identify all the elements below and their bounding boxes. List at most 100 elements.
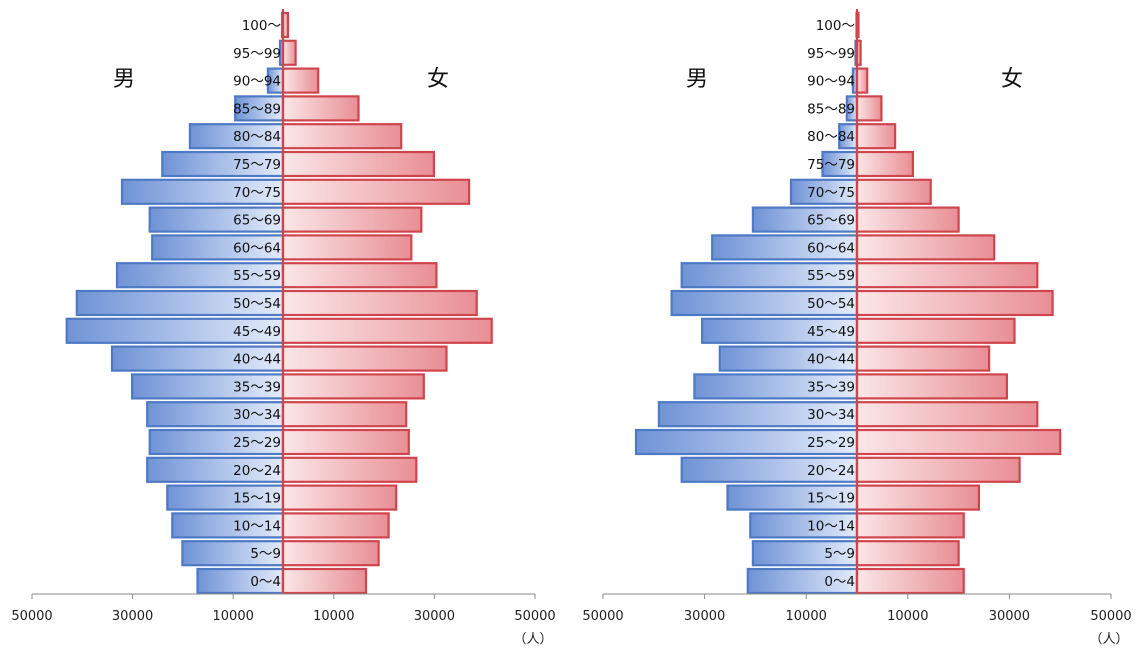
female-bar: [281, 234, 413, 261]
male-bar: [146, 456, 285, 483]
male-bar: [110, 345, 285, 372]
age-group-label: 0～4: [824, 574, 855, 590]
unit-label: （人）: [513, 632, 552, 647]
female-bar: [281, 123, 403, 150]
male-bar: [746, 567, 859, 595]
pyramid-panel-1: 0～4 5～9 10～14 15～19 20～24 25～29 30～34 35～39 40～4…: [11, 9, 556, 647]
male-bar: [680, 262, 859, 289]
age-group-label: 10～14: [233, 518, 281, 534]
x-tick-label: 50000: [582, 609, 623, 624]
female-bar: [855, 567, 965, 595]
age-group-label: 10～14: [807, 518, 855, 534]
age-group-label: 25～29: [807, 435, 855, 451]
x-tick-label: 50000: [514, 609, 555, 624]
female-bar: [281, 95, 360, 122]
male-series-label: 男: [113, 67, 135, 92]
female-bar: [281, 39, 297, 66]
male-bar: [65, 317, 285, 344]
age-group-label: 80～84: [233, 129, 281, 145]
age-group-label: 40～44: [807, 352, 855, 368]
male-bar: [726, 484, 859, 511]
x-tick-label: 50000: [11, 609, 52, 624]
male-bar: [161, 150, 285, 178]
age-group-label: 50～54: [233, 296, 281, 312]
female-bar: [855, 289, 1054, 317]
age-group-label: 20～24: [807, 463, 855, 479]
age-group-label: 30～34: [807, 407, 855, 423]
age-group-label: 65～69: [807, 213, 855, 229]
female-bar: [855, 512, 965, 539]
female-series-label: 女: [427, 67, 449, 92]
x-tick-label: 10000: [786, 609, 827, 624]
age-group-label: 35～39: [233, 379, 281, 395]
female-bar: [281, 262, 438, 289]
male-bar: [146, 401, 285, 428]
male-bar: [751, 540, 859, 567]
age-group-label: 75～79: [807, 157, 855, 173]
female-bar: [281, 345, 448, 372]
male-bar: [821, 150, 859, 178]
male-bar: [680, 456, 859, 483]
age-group-label: 70～75: [807, 185, 855, 201]
female-bar: [281, 567, 368, 595]
age-group-label: 85～89: [233, 101, 281, 117]
female-bar: [281, 206, 423, 233]
pyramid-panel-2: 0～4 5～9 10～14 15～19 20～24 25～29 30～34 35～39 40～4…: [582, 9, 1132, 647]
male-bar: [700, 317, 859, 344]
age-group-label: 100～: [816, 18, 855, 34]
age-group-label: 95～99: [233, 46, 281, 62]
age-group-label: 65～69: [233, 213, 281, 229]
female-bar: [855, 262, 1039, 289]
age-group-label: 55～59: [233, 268, 281, 284]
age-group-label: 45～49: [233, 324, 281, 340]
age-group-label: 90～94: [233, 74, 281, 90]
male-bar: [718, 345, 859, 372]
female-bar: [855, 67, 869, 94]
female-bar: [281, 456, 418, 483]
age-group-label: 85～89: [807, 101, 855, 117]
age-group-label: 15～19: [807, 491, 855, 507]
x-tick-label: 10000: [213, 609, 254, 624]
age-group-label: 80～84: [807, 129, 855, 145]
female-bar: [855, 456, 1021, 483]
x-tick-label: 10000: [313, 609, 354, 624]
female-bar: [281, 512, 390, 539]
age-group-label: 60～64: [233, 240, 281, 256]
x-tick-label: 10000: [887, 609, 928, 624]
female-bar: [281, 484, 398, 511]
male-bar: [188, 123, 285, 150]
female-bar: [281, 401, 408, 428]
male-bar: [115, 262, 285, 289]
female-bar: [855, 123, 897, 150]
female-bar: [855, 540, 960, 567]
male-bar: [131, 373, 285, 400]
male-bar: [693, 373, 859, 400]
female-bar: [281, 67, 320, 94]
age-group-label: 45～49: [807, 324, 855, 340]
female-bar: [281, 373, 425, 400]
female-bar: [855, 345, 991, 372]
female-bar: [855, 150, 915, 178]
age-group-label: 5～9: [824, 546, 855, 562]
x-tick-label: 30000: [989, 609, 1030, 624]
age-group-label: 0～4: [250, 574, 281, 590]
age-group-label: 15～19: [233, 491, 281, 507]
female-bar: [855, 428, 1062, 456]
x-tick-label: 30000: [414, 609, 455, 624]
male-bar: [181, 540, 285, 567]
female-bar: [855, 317, 1016, 344]
female-bar: [855, 206, 960, 233]
female-bar: [281, 289, 478, 317]
female-bar: [855, 234, 996, 261]
age-group-label: 75～79: [233, 157, 281, 173]
x-tick-label: 30000: [112, 609, 153, 624]
female-series-label: 女: [1001, 67, 1023, 92]
female-bar: [281, 540, 380, 567]
age-group-label: 90～94: [807, 74, 855, 90]
age-group-label: 5～9: [250, 546, 281, 562]
unit-label: （人）: [1089, 632, 1128, 647]
age-group-label: 70～75: [233, 185, 281, 201]
female-bar: [855, 178, 932, 205]
female-bar: [281, 317, 493, 344]
